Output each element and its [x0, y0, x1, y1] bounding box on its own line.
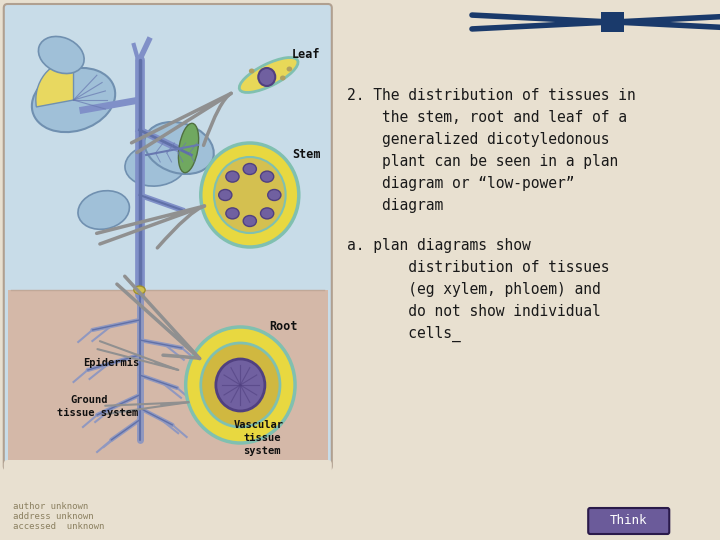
Ellipse shape	[258, 68, 275, 86]
Text: Stem: Stem	[292, 148, 320, 161]
Ellipse shape	[125, 144, 186, 186]
Circle shape	[201, 143, 299, 247]
FancyBboxPatch shape	[7, 290, 328, 466]
Ellipse shape	[219, 190, 232, 200]
Ellipse shape	[179, 123, 199, 173]
Text: system: system	[243, 446, 281, 456]
Ellipse shape	[261, 208, 274, 219]
Text: generalized dicotyledonous: generalized dicotyledonous	[347, 132, 609, 147]
Text: plant can be seen in a plan: plant can be seen in a plan	[347, 154, 618, 169]
FancyBboxPatch shape	[4, 4, 332, 470]
Text: tissue system: tissue system	[57, 408, 138, 418]
Text: diagram: diagram	[347, 198, 443, 213]
Wedge shape	[36, 60, 73, 107]
Text: Epidermis: Epidermis	[83, 358, 139, 368]
Ellipse shape	[226, 208, 239, 219]
Ellipse shape	[134, 286, 145, 294]
Text: Think: Think	[610, 515, 647, 528]
Ellipse shape	[78, 191, 130, 229]
Text: (eg xylem, phloem) and: (eg xylem, phloem) and	[347, 282, 600, 297]
Ellipse shape	[145, 122, 214, 174]
Ellipse shape	[249, 69, 254, 73]
Text: 2. The distribution of tissues in: 2. The distribution of tissues in	[347, 88, 636, 103]
Ellipse shape	[280, 76, 286, 80]
Ellipse shape	[243, 215, 256, 226]
Text: distribution of tissues: distribution of tissues	[347, 260, 609, 275]
Ellipse shape	[261, 171, 274, 182]
Text: author unknown: author unknown	[13, 502, 89, 511]
Circle shape	[214, 157, 286, 233]
Text: Ground: Ground	[71, 395, 108, 405]
Circle shape	[201, 343, 280, 427]
Ellipse shape	[239, 58, 298, 92]
Text: cells_: cells_	[347, 326, 461, 342]
Ellipse shape	[268, 190, 281, 200]
Text: tissue: tissue	[243, 433, 281, 443]
Text: Leaf: Leaf	[292, 48, 320, 61]
Text: the stem, root and leaf of a: the stem, root and leaf of a	[347, 110, 627, 125]
Text: accessed  unknown: accessed unknown	[13, 522, 104, 531]
Circle shape	[186, 327, 295, 443]
Text: a. plan diagrams show: a. plan diagrams show	[347, 238, 531, 253]
Text: diagram or “low-power”: diagram or “low-power”	[347, 176, 575, 191]
Ellipse shape	[287, 66, 292, 71]
Ellipse shape	[226, 171, 239, 182]
FancyBboxPatch shape	[4, 460, 332, 478]
Text: address unknown: address unknown	[13, 512, 94, 521]
Ellipse shape	[243, 164, 256, 174]
FancyBboxPatch shape	[601, 12, 624, 32]
FancyBboxPatch shape	[588, 508, 670, 534]
Ellipse shape	[32, 68, 115, 132]
Text: Root: Root	[269, 320, 298, 333]
Ellipse shape	[38, 37, 84, 73]
Circle shape	[216, 359, 265, 411]
Text: Vascular: Vascular	[234, 420, 284, 430]
Text: do not show individual: do not show individual	[347, 304, 600, 319]
